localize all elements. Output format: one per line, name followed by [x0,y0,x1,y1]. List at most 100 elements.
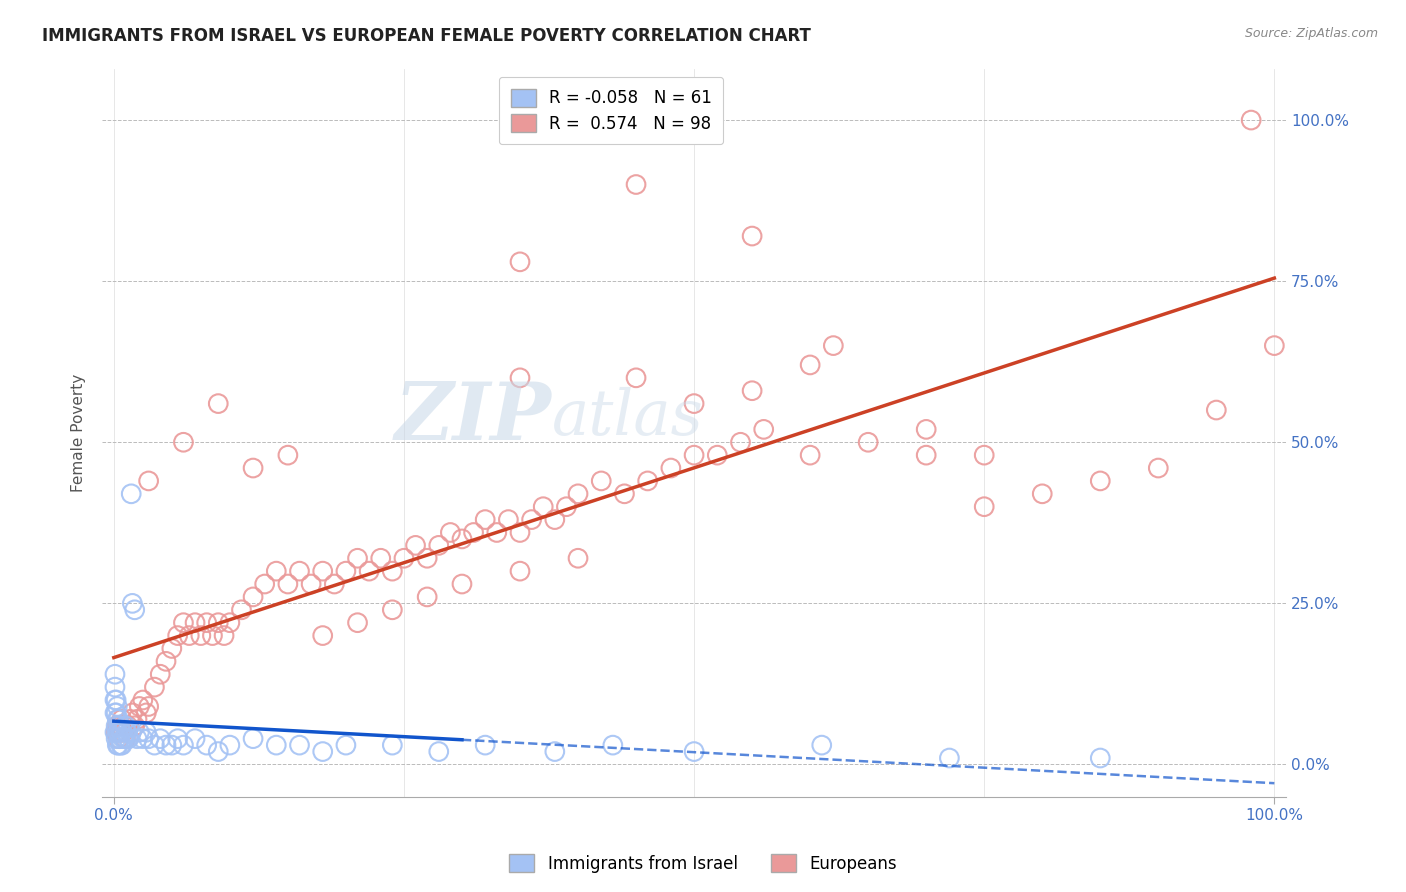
Point [155,738,177,752]
Point [392,551,415,566]
Point [555,500,578,514]
Point [938,751,960,765]
Point [179,629,201,643]
Point [416,590,439,604]
Point [111,712,134,726]
Point [602,738,624,752]
Point [124,603,146,617]
Point [114,731,136,746]
Point [485,525,508,540]
Point [112,719,135,733]
Point [346,551,368,566]
Point [242,731,264,746]
Point [312,564,335,578]
Point [567,487,589,501]
Point [104,725,127,739]
Point [104,680,127,694]
Point [138,731,160,746]
Point [915,422,938,436]
Point [112,731,135,746]
Point [107,725,129,739]
Point [143,680,166,694]
Point [166,629,188,643]
Point [105,719,128,733]
Point [110,725,132,739]
Point [856,435,879,450]
Point [266,564,288,578]
Point [973,500,995,514]
Point [155,654,177,668]
Point [624,371,647,385]
Point [172,435,194,450]
Point [520,512,543,526]
Point [110,738,132,752]
Point [117,731,139,746]
Point [242,461,264,475]
Point [166,731,188,746]
Point [105,731,128,746]
Point [624,178,647,192]
Point [195,615,218,630]
Point [381,603,404,617]
Point [105,738,128,752]
Point [741,229,763,244]
Point [105,725,128,739]
Point [149,731,172,746]
Point [730,435,752,450]
Point [132,693,155,707]
Point [591,474,613,488]
Point [312,745,335,759]
Point [427,538,450,552]
Point [107,738,129,752]
Point [124,719,146,733]
Point [973,448,995,462]
Point [160,641,183,656]
Point [509,255,531,269]
Point [132,731,155,746]
Point [823,338,845,352]
Point [405,538,427,552]
Point [184,731,207,746]
Point [128,725,150,739]
Point [114,731,136,746]
Point [253,577,276,591]
Point [544,512,567,526]
Point [135,706,157,720]
Point [201,629,224,643]
Point [105,706,128,720]
Point [207,396,229,410]
Point [110,719,132,733]
Point [416,551,439,566]
Point [218,615,240,630]
Point [104,706,127,720]
Point [112,731,135,746]
Point [111,725,134,739]
Point [509,564,531,578]
Point [108,725,131,739]
Point [312,629,335,643]
Point [277,448,299,462]
Point [138,474,160,488]
Point [128,699,150,714]
Point [531,500,554,514]
Point [427,745,450,759]
Point [121,706,143,720]
Point [172,738,194,752]
Point [266,738,288,752]
Point [118,731,141,746]
Point [370,551,392,566]
Point [277,577,299,591]
Point [463,525,485,540]
Point [207,745,229,759]
Text: ZIP: ZIP [395,379,553,457]
Point [498,512,520,526]
Point [683,745,706,759]
Point [683,448,706,462]
Point [149,667,172,681]
Text: Source: ZipAtlas.com: Source: ZipAtlas.com [1244,27,1378,40]
Point [474,738,496,752]
Point [125,712,148,726]
Point [637,474,659,488]
Point [299,577,322,591]
Point [706,448,728,462]
